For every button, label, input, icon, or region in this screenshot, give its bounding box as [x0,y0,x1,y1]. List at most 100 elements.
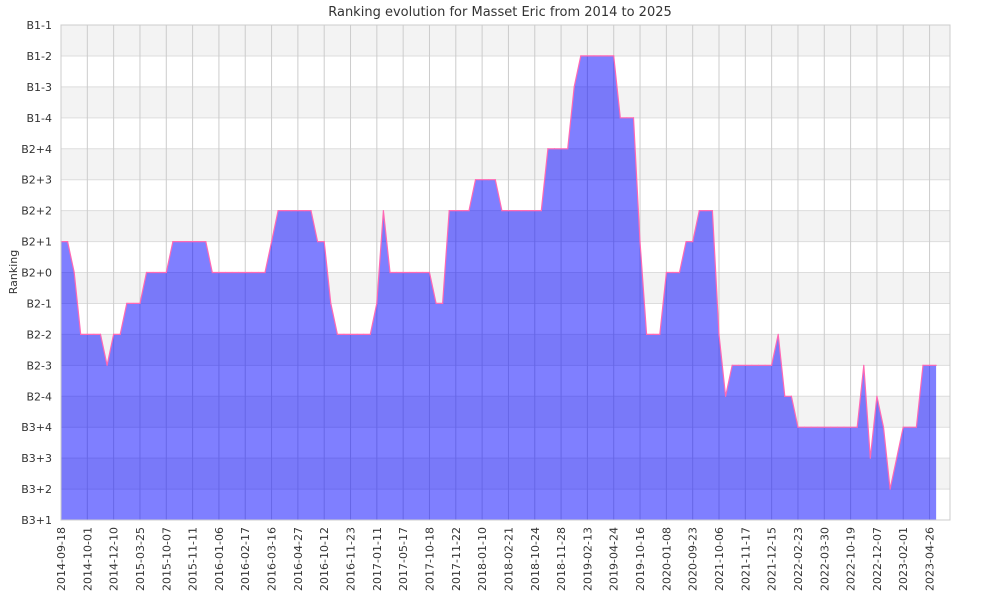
data-point [251,271,253,274]
x-tick-label: 2021-10-06 [713,527,726,591]
data-point [856,426,858,428]
data-point [99,333,102,335]
data-point [803,426,806,428]
data-point [521,210,523,212]
data-point [139,302,141,305]
background-band [61,25,950,56]
data-point [928,364,931,366]
data-point [415,271,417,274]
data-point [724,395,727,397]
x-tick-label: 2015-10-07 [160,527,173,591]
data-point [224,271,227,274]
data-point [560,148,562,150]
data-point [211,271,213,274]
x-tick-label: 2018-11-28 [555,527,568,591]
x-tick-label: 2017-10-18 [423,527,436,591]
data-point [553,148,556,150]
data-point [869,457,871,459]
background-band [61,117,950,149]
data-point [836,426,839,428]
data-point [652,333,654,335]
data-point [534,210,536,212]
plot-border [60,24,951,521]
data-point [172,240,174,243]
data-point [711,210,714,212]
x-tick-label: 2022-03-30 [818,527,831,591]
x-tick-label: 2017-11-22 [450,527,463,591]
x-tick-label: 2016-02-17 [239,527,252,591]
data-point [757,364,760,366]
y-tick-label: B2+1 [21,236,52,249]
data-point [573,86,575,88]
x-tick-label: 2015-03-25 [134,527,147,591]
x-tick-label: 2020-09-23 [687,527,700,591]
data-point [922,364,924,366]
data-point [395,271,398,274]
data-point [863,364,865,366]
data-point [678,271,681,274]
data-point [474,179,477,181]
data-point [527,210,529,212]
data-point [402,271,404,274]
data-point [178,240,181,243]
y-tick-label: B1-3 [26,81,52,94]
y-tick-label: B2+2 [21,205,52,218]
data-point [205,240,207,243]
data-point [586,55,589,57]
data-point [336,333,338,335]
x-tick-labels: 2014-09-18 2014-10-01 2014-12-10 2015-03-25… [55,527,937,591]
area-fill [61,55,937,521]
x-tick-label: 2016-03-16 [266,527,279,591]
data-point [455,210,457,212]
x-tick-label: 2014-10-01 [81,527,94,591]
y-tick-label: B1-2 [26,50,52,63]
data-point [303,210,306,212]
x-tick-label: 2014-09-18 [55,527,68,591]
background-band [61,55,950,87]
data-point [152,271,154,274]
data-point [442,302,444,305]
background-band [61,148,950,180]
data-point [218,271,220,274]
background-band [61,86,950,118]
data-point [771,364,773,366]
y-tick-label: B2-2 [26,328,52,341]
x-tick-label: 2022-12-07 [871,527,884,591]
x-tick-label: 2018-02-21 [502,527,515,591]
data-point [902,426,904,428]
x-tick-label: 2022-10-19 [845,527,858,591]
data-point [349,333,352,335]
y-tick-label: B3+2 [21,483,52,496]
y-tick-label: B1-1 [26,19,52,32]
data-point [817,426,819,428]
data-point [659,333,661,335]
data-point [790,395,792,397]
data-point [330,302,332,305]
y-tick-label: B1-4 [26,112,52,125]
data-point [784,395,786,397]
data-point [619,117,621,119]
y-tick-label: B2+3 [21,174,52,187]
data-point [547,148,549,150]
data-point [323,240,325,243]
data-point [751,364,753,366]
data-point [744,364,746,366]
data-point [764,364,766,366]
x-tick-label: 2019-02-13 [581,527,594,591]
data-point [363,333,365,335]
data-point [310,210,312,212]
x-tick-label: 2016-01-06 [213,527,226,591]
data-point [409,271,411,274]
x-tick-label: 2018-01-10 [476,527,489,591]
data-point [389,271,391,274]
data-point [488,179,490,181]
data-point [435,302,437,305]
data-point [935,364,937,366]
data-point [165,271,167,274]
data-point [428,271,431,274]
data-point [468,210,470,212]
data-point [290,210,292,212]
data-point [876,395,878,397]
data-point [382,210,385,212]
